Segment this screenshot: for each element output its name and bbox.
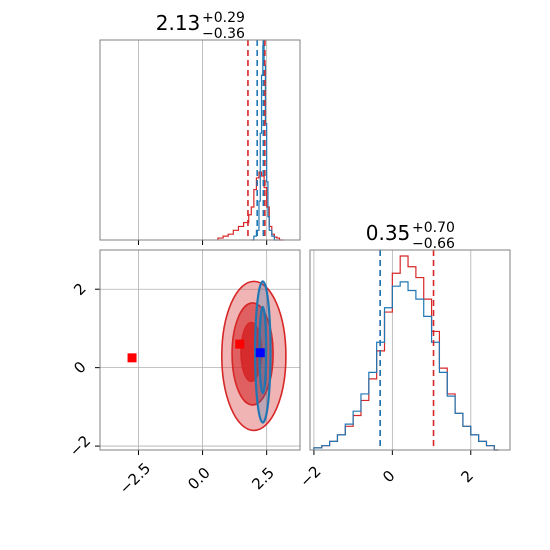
panel-background [310, 250, 510, 450]
marker-blue_marker [255, 348, 265, 358]
x-tick-label: 2 [458, 467, 477, 486]
panel-title-lower-error: −0.36 [202, 26, 245, 42]
histogram-series-blue [313, 281, 499, 451]
x-tick-label: 2.5 [248, 464, 278, 494]
histogram-series-red [217, 171, 284, 241]
marker-red_marker [235, 339, 245, 349]
panel-background [100, 40, 300, 240]
x-tick-label: 0 [379, 467, 398, 486]
y-tick-label: 2 [70, 279, 89, 298]
panel-title-upper-error: +0.29 [202, 10, 245, 26]
x-tick-label: −2.5 [116, 459, 154, 497]
marker-red_marker [127, 353, 137, 363]
y-tick-label: −2 [66, 432, 94, 460]
contour-panel: −2.5 0.0 2.5 −2 0 2 [66, 249, 301, 498]
panel-title-lower-error: −0.66 [412, 236, 455, 252]
x-tick-label: −2 [296, 462, 324, 490]
y-tick-label: 0 [70, 358, 89, 377]
panel-title-value: 2.13 [156, 11, 201, 35]
x-tick-label: 0.0 [184, 464, 214, 494]
top-histogram-panel: 2.13 +0.29−0.36 [99, 10, 301, 245]
contour-body [100, 250, 300, 450]
right-histogram-panel: −2 0 2 0.35 +0.70−0.66 [296, 220, 511, 491]
panel-frame [99, 249, 301, 451]
panel-frame [99, 39, 301, 241]
panel-title-upper-error: +0.70 [412, 220, 455, 236]
panel-title-value: 0.35 [366, 221, 411, 245]
panel-frame [309, 249, 511, 451]
